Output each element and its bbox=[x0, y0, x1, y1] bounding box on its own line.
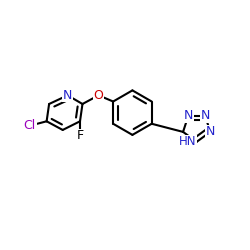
Text: F: F bbox=[76, 129, 84, 142]
Text: O: O bbox=[94, 89, 104, 102]
Text: N: N bbox=[200, 109, 210, 122]
Text: HN: HN bbox=[179, 135, 197, 148]
Text: N: N bbox=[63, 89, 72, 102]
Text: N: N bbox=[184, 109, 193, 122]
Text: N: N bbox=[206, 126, 215, 138]
Text: Cl: Cl bbox=[24, 119, 36, 132]
